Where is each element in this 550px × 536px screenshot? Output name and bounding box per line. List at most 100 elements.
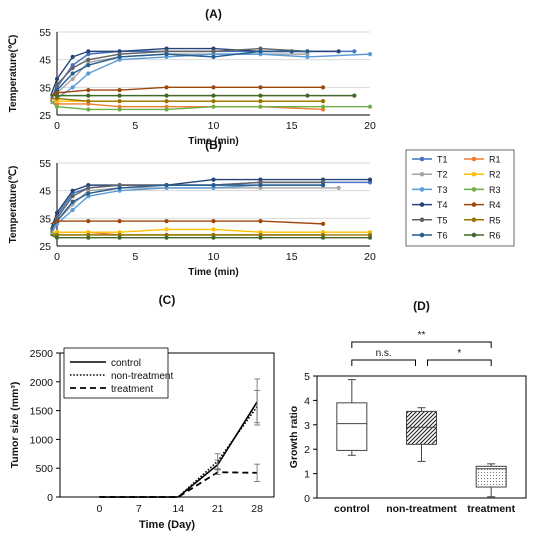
series-line-r4 <box>50 86 324 97</box>
legend-label-t4: T4 <box>437 200 448 210</box>
series-point-t4 <box>70 54 75 60</box>
series-point-t5 <box>86 57 91 62</box>
panel-label: (C) <box>159 293 176 307</box>
series-point-t5 <box>70 194 75 199</box>
x-tick-label: 20 <box>364 251 376 263</box>
series-line-control <box>99 401 258 498</box>
series-point-r5 <box>86 99 91 104</box>
series-point-r5 <box>320 99 326 104</box>
panel-d: (D) 0 1 2 3 4 5 control non-treatment treatment Gr… <box>288 299 527 515</box>
series-point-r5 <box>258 99 263 104</box>
series-point-t3 <box>70 207 75 213</box>
y-axis-title: Tumor size (mm³) <box>9 382 21 469</box>
series-point-r3 <box>258 104 263 109</box>
series-point-t3 <box>367 52 372 57</box>
bracket-line <box>351 341 492 348</box>
y-tick-label: 2500 <box>30 348 54 360</box>
bracket-line <box>427 359 492 366</box>
box-non-treatment <box>406 407 437 462</box>
y-tick-label: 25 <box>39 241 51 253</box>
y-axis-title: Temperature(℃) <box>8 166 19 244</box>
panel-label: (B) <box>205 138 222 152</box>
x-tick-label: 5 <box>132 251 138 263</box>
significance-label: ** <box>418 330 426 341</box>
series-point-t6 <box>117 185 122 190</box>
y-tick-label: 0 <box>304 493 310 505</box>
series-point-t6 <box>258 49 263 54</box>
series-point-r6 <box>211 235 216 240</box>
series-point-t6 <box>211 54 216 60</box>
series-point-t2 <box>336 185 341 190</box>
panel-b: (B) 25 35 45 55 0 5 10 15 20 Time (min) Temperature… <box>8 138 376 278</box>
y-axis-title: Growth ratio <box>288 406 300 468</box>
x-axis-title: Time (min) <box>188 136 238 147</box>
legend-marker-t3 <box>419 187 425 192</box>
series-point-t6 <box>258 183 263 188</box>
series-point-r6 <box>86 93 91 98</box>
series-point-r6 <box>54 235 60 240</box>
y-axis-title: Temperature(℃) <box>8 35 19 113</box>
series-point-r2 <box>164 227 169 232</box>
series-point-r5 <box>117 99 122 104</box>
box-body <box>475 465 507 488</box>
box-body <box>406 410 437 445</box>
series-line-non-treatment <box>99 406 258 498</box>
series-line-t3 <box>50 53 371 105</box>
legend-label-r6: R6 <box>489 231 501 241</box>
legend-label-r1: R1 <box>489 155 501 165</box>
series-point-r4 <box>320 85 326 90</box>
series-point-t5 <box>54 82 60 87</box>
x-tick-label: 20 <box>364 120 376 132</box>
series-point-r4 <box>86 88 91 93</box>
series-point-r6 <box>352 93 357 98</box>
x-tick-label: 10 <box>208 120 220 132</box>
y-tick-label: 35 <box>39 82 51 94</box>
y-tick-label: 0 <box>47 492 53 504</box>
y-tick-label: 1500 <box>30 406 54 418</box>
x-tick-label: 14 <box>172 503 184 515</box>
legend-label-t5: T5 <box>437 215 448 225</box>
y-tick-label: 2 <box>304 444 310 456</box>
series-point-t1 <box>352 49 357 54</box>
series-point-r6 <box>367 235 372 240</box>
legend-label-non-treatment: non-treatment <box>111 371 173 382</box>
legend-label-t3: T3 <box>437 185 448 195</box>
series-line-treatment <box>99 471 258 498</box>
series-point-r4 <box>117 219 122 224</box>
series-point-t4 <box>54 210 60 215</box>
x-category-label: control <box>334 503 370 515</box>
y-tick-label: 45 <box>39 186 51 198</box>
series-point-r3 <box>54 104 60 109</box>
y-tick-label: 2000 <box>30 377 54 389</box>
series-point-r6 <box>86 235 91 240</box>
series-point-t4 <box>70 188 75 193</box>
legend-marker-r4 <box>471 202 477 207</box>
box-control <box>336 379 368 456</box>
significance-bracket: ** <box>351 330 492 348</box>
x-category-label: treatment <box>467 503 515 515</box>
x-category-label: non-treatment <box>386 503 457 515</box>
series-point-t6 <box>86 63 91 68</box>
x-tick-label: 15 <box>286 251 298 263</box>
series-point-r6 <box>211 93 216 98</box>
legend-marker-r3 <box>471 187 477 192</box>
x-tick-label: 0 <box>54 120 60 132</box>
significance-bracket: * <box>427 348 492 366</box>
series-point-r4 <box>258 85 263 90</box>
legend-label-t2: T2 <box>437 170 448 180</box>
series-point-t4 <box>54 76 60 82</box>
legend-label-r4: R4 <box>489 200 501 210</box>
series-point-r3 <box>117 107 122 112</box>
significance-label: n.s. <box>376 348 392 359</box>
legend-marker-r1 <box>471 156 477 162</box>
series-point-t4 <box>211 177 216 182</box>
series-point-r6 <box>305 93 310 98</box>
series-point-t2 <box>70 76 75 82</box>
series-point-r6 <box>258 235 263 240</box>
series-group <box>50 46 372 112</box>
series-point-r4 <box>258 219 263 224</box>
y-tick-label: 1 <box>304 469 310 481</box>
series-line-r4 <box>50 220 324 225</box>
series-point-t5 <box>70 65 75 71</box>
